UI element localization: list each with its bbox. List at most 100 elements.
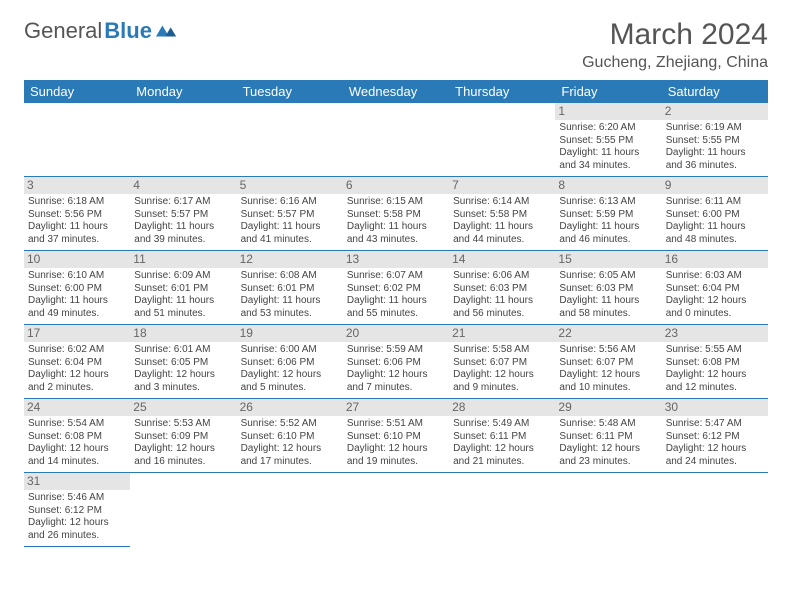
day-number: 30 bbox=[662, 399, 768, 416]
daylight-text: Daylight: 11 hours and 55 minutes. bbox=[347, 295, 445, 320]
daylight-text: Daylight: 12 hours and 24 minutes. bbox=[666, 443, 764, 468]
daylight-text: Daylight: 12 hours and 12 minutes. bbox=[666, 369, 764, 394]
daylight-text: Daylight: 11 hours and 49 minutes. bbox=[28, 295, 126, 320]
calendar-week-row: 31Sunrise: 5:46 AMSunset: 6:12 PMDayligh… bbox=[24, 473, 768, 547]
day-number: 10 bbox=[24, 251, 130, 268]
calendar-day-cell: 30Sunrise: 5:47 AMSunset: 6:12 PMDayligh… bbox=[662, 399, 768, 473]
calendar-day-cell: 15Sunrise: 6:05 AMSunset: 6:03 PMDayligh… bbox=[555, 251, 661, 325]
calendar-day-cell: 20 Sunrise: 5:59 AMSunset: 6:06 PMDayligh… bbox=[343, 325, 449, 399]
calendar-day-cell: 21Sunrise: 5:58 AMSunset: 6:07 PMDayligh… bbox=[449, 325, 555, 399]
calendar-day-cell: 31Sunrise: 5:46 AMSunset: 6:12 PMDayligh… bbox=[24, 473, 130, 547]
sunset-text: Sunset: 6:02 PM bbox=[347, 283, 445, 296]
daylight-text: Daylight: 12 hours and 23 minutes. bbox=[559, 443, 657, 468]
calendar-day-cell: . bbox=[449, 103, 555, 177]
calendar-day-cell: 13Sunrise: 6:07 AMSunset: 6:02 PMDayligh… bbox=[343, 251, 449, 325]
sunrise-text: Sunrise: 6:15 AM bbox=[347, 196, 445, 209]
daylight-text: Daylight: 12 hours and 5 minutes. bbox=[241, 369, 339, 394]
calendar-day-cell: 5Sunrise: 6:16 AMSunset: 5:57 PMDaylight… bbox=[237, 177, 343, 251]
calendar-day-cell: . bbox=[130, 473, 236, 547]
calendar-table: SundayMondayTuesdayWednesdayThursdayFrid… bbox=[24, 80, 768, 547]
location: Gucheng, Zhejiang, China bbox=[582, 54, 768, 72]
sunrise-text: Sunrise: 6:16 AM bbox=[241, 196, 339, 209]
calendar-day-cell: 3Sunrise: 6:18 AMSunset: 5:56 PMDaylight… bbox=[24, 177, 130, 251]
day-number: 2 bbox=[662, 103, 768, 120]
day-number: 23 bbox=[662, 325, 768, 342]
day-number: 27 bbox=[343, 399, 449, 416]
calendar-day-cell: 23Sunrise: 5:55 AMSunset: 6:08 PMDayligh… bbox=[662, 325, 768, 399]
sunrise-text: Sunrise: 5:52 AM bbox=[241, 418, 339, 431]
calendar-day-cell: 24Sunrise: 5:54 AMSunset: 6:08 PMDayligh… bbox=[24, 399, 130, 473]
calendar-day-cell: 18Sunrise: 6:01 AMSunset: 6:05 PMDayligh… bbox=[130, 325, 236, 399]
logo-text-general: General bbox=[24, 18, 102, 44]
calendar-day-cell: 25Sunrise: 5:53 AMSunset: 6:09 PMDayligh… bbox=[130, 399, 236, 473]
day-number: 25 bbox=[130, 399, 236, 416]
sunset-text: Sunset: 6:06 PM bbox=[241, 357, 339, 370]
calendar-day-cell: 14Sunrise: 6:06 AMSunset: 6:03 PMDayligh… bbox=[449, 251, 555, 325]
daylight-text: Daylight: 12 hours and 14 minutes. bbox=[28, 443, 126, 468]
calendar-day-cell: 17Sunrise: 6:02 AMSunset: 6:04 PMDayligh… bbox=[24, 325, 130, 399]
day-number: 19 bbox=[237, 325, 343, 342]
sunrise-text: Sunrise: 6:18 AM bbox=[28, 196, 126, 209]
day-number: 17 bbox=[24, 325, 130, 342]
daylight-text: Daylight: 11 hours and 43 minutes. bbox=[347, 221, 445, 246]
day-number: 8 bbox=[555, 177, 661, 194]
day-number: 29 bbox=[555, 399, 661, 416]
sunrise-text: Sunrise: 5:49 AM bbox=[453, 418, 551, 431]
daylight-text: Daylight: 11 hours and 36 minutes. bbox=[666, 147, 764, 172]
calendar-day-cell: 28Sunrise: 5:49 AMSunset: 6:11 PMDayligh… bbox=[449, 399, 555, 473]
sunset-text: Sunset: 6:10 PM bbox=[347, 431, 445, 444]
day-number: 20 bbox=[343, 325, 449, 342]
sunset-text: Sunset: 6:12 PM bbox=[28, 505, 126, 518]
calendar-day-cell: 6 Sunrise: 6:15 AMSunset: 5:58 PMDaylight… bbox=[343, 177, 449, 251]
day-number: 6 bbox=[343, 177, 449, 194]
sunrise-text: Sunrise: 6:20 AM bbox=[559, 122, 657, 135]
sunrise-text: Sunrise: 6:08 AM bbox=[241, 270, 339, 283]
sunrise-text: Sunrise: 6:11 AM bbox=[666, 196, 764, 209]
daylight-text: Daylight: 11 hours and 53 minutes. bbox=[241, 295, 339, 320]
daylight-text: Daylight: 12 hours and 21 minutes. bbox=[453, 443, 551, 468]
sunset-text: Sunset: 6:01 PM bbox=[241, 283, 339, 296]
calendar-week-row: .....1Sunrise: 6:20 AMSunset: 5:55 PMDay… bbox=[24, 103, 768, 177]
sunset-text: Sunset: 6:00 PM bbox=[666, 209, 764, 222]
sunset-text: Sunset: 6:05 PM bbox=[134, 357, 232, 370]
weekday-header: Tuesday bbox=[237, 80, 343, 103]
calendar-day-cell: 22Sunrise: 5:56 AMSunset: 6:07 PMDayligh… bbox=[555, 325, 661, 399]
weekday-header: Thursday bbox=[449, 80, 555, 103]
calendar-day-cell: . bbox=[24, 103, 130, 177]
sunset-text: Sunset: 5:58 PM bbox=[347, 209, 445, 222]
daylight-text: Daylight: 12 hours and 7 minutes. bbox=[347, 369, 445, 394]
sunset-text: Sunset: 6:06 PM bbox=[347, 357, 445, 370]
sunrise-text: Sunrise: 5:46 AM bbox=[28, 492, 126, 505]
sunset-text: Sunset: 6:01 PM bbox=[134, 283, 232, 296]
sunset-text: Sunset: 6:07 PM bbox=[559, 357, 657, 370]
sunset-text: Sunset: 6:09 PM bbox=[134, 431, 232, 444]
day-number: 18 bbox=[130, 325, 236, 342]
sunrise-text: Sunrise: 6:07 AM bbox=[347, 270, 445, 283]
header: GeneralBlue March 2024 Gucheng, Zhejiang… bbox=[24, 18, 768, 72]
weekday-header: Sunday bbox=[24, 80, 130, 103]
sunset-text: Sunset: 6:10 PM bbox=[241, 431, 339, 444]
sunset-text: Sunset: 6:11 PM bbox=[559, 431, 657, 444]
calendar-day-cell: 9Sunrise: 6:11 AMSunset: 6:00 PMDaylight… bbox=[662, 177, 768, 251]
daylight-text: Daylight: 11 hours and 41 minutes. bbox=[241, 221, 339, 246]
sunrise-text: Sunrise: 6:00 AM bbox=[241, 344, 339, 357]
sunset-text: Sunset: 6:12 PM bbox=[666, 431, 764, 444]
calendar-day-cell: . bbox=[343, 103, 449, 177]
sunset-text: Sunset: 6:08 PM bbox=[28, 431, 126, 444]
day-number: 12 bbox=[237, 251, 343, 268]
weekday-header: Monday bbox=[130, 80, 236, 103]
sunrise-text: Sunrise: 6:17 AM bbox=[134, 196, 232, 209]
sunrise-text: Sunrise: 6:06 AM bbox=[453, 270, 551, 283]
day-number: 7 bbox=[449, 177, 555, 194]
sunrise-text: Sunrise: 6:05 AM bbox=[559, 270, 657, 283]
calendar-day-cell: . bbox=[662, 473, 768, 547]
sunrise-text: Sunrise: 5:59 AM bbox=[347, 344, 445, 357]
day-number: 14 bbox=[449, 251, 555, 268]
daylight-text: Daylight: 11 hours and 58 minutes. bbox=[559, 295, 657, 320]
calendar-body: .....1Sunrise: 6:20 AMSunset: 5:55 PMDay… bbox=[24, 103, 768, 547]
daylight-text: Daylight: 11 hours and 56 minutes. bbox=[453, 295, 551, 320]
month-title: March 2024 bbox=[582, 18, 768, 52]
sunset-text: Sunset: 5:55 PM bbox=[559, 135, 657, 148]
daylight-text: Daylight: 11 hours and 48 minutes. bbox=[666, 221, 764, 246]
sunrise-text: Sunrise: 6:01 AM bbox=[134, 344, 232, 357]
